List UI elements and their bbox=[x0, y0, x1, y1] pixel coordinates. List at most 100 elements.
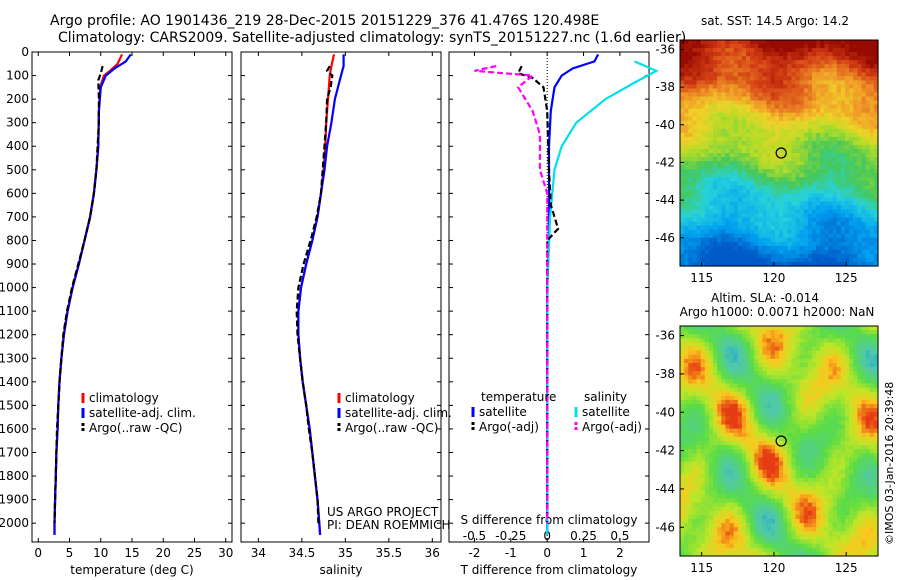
sst_map-cell bbox=[873, 52, 879, 57]
sla_map-cell bbox=[750, 354, 755, 360]
sst_map-cell bbox=[688, 233, 693, 239]
sla_map-cell bbox=[684, 473, 689, 479]
sla_map-cell bbox=[741, 469, 747, 475]
sst_map-cell bbox=[746, 177, 751, 182]
sla_map-cell bbox=[791, 502, 797, 508]
sst_map-cell bbox=[680, 92, 685, 98]
sla_map-cell bbox=[828, 358, 834, 364]
sst_map-cell bbox=[741, 225, 747, 231]
sst_map-cell bbox=[696, 52, 702, 57]
sla_map-cell bbox=[799, 334, 805, 339]
sla_map-cell bbox=[688, 502, 693, 508]
sst_map-cell bbox=[708, 100, 714, 106]
sla_map-cell bbox=[779, 441, 784, 446]
sst_map-cell bbox=[758, 161, 764, 166]
sst_map-cell bbox=[873, 144, 879, 150]
sst_map-cell bbox=[708, 245, 714, 251]
sst_map-cell bbox=[787, 144, 792, 150]
sst_map-cell bbox=[704, 100, 710, 106]
sst_map-cell bbox=[750, 205, 755, 211]
sla_map-cell bbox=[828, 326, 834, 331]
sla_map-cell bbox=[762, 424, 768, 430]
sst_map-cell bbox=[696, 153, 702, 158]
sst_map-cell bbox=[865, 261, 871, 267]
sla_map-cell bbox=[746, 482, 751, 487]
sst_map-cell bbox=[824, 177, 830, 182]
sst_map-cell bbox=[733, 185, 739, 190]
sst_map-cell bbox=[717, 257, 722, 263]
sst_map-cell bbox=[795, 116, 801, 122]
sst_map-cell bbox=[746, 120, 751, 126]
sla_map-cell bbox=[692, 399, 698, 405]
sst_map-cell bbox=[704, 144, 710, 150]
sst_map-cell bbox=[696, 261, 702, 267]
sst_map-cell bbox=[873, 80, 879, 85]
sst_map-cell bbox=[700, 233, 706, 239]
sst_map-cell bbox=[812, 221, 817, 227]
sla_map-cell bbox=[750, 453, 755, 459]
sst_map-cell bbox=[779, 56, 784, 61]
sst_map-cell bbox=[770, 153, 776, 158]
sst_map-cell bbox=[721, 157, 726, 162]
sla_map-cell bbox=[836, 469, 842, 475]
sst_map-cell bbox=[853, 64, 858, 69]
sla_map-cell bbox=[708, 412, 714, 417]
sst_map-cell bbox=[680, 193, 685, 198]
sst_map-cell bbox=[816, 213, 821, 219]
sla_map-cell bbox=[729, 514, 735, 520]
sla_map-cell bbox=[741, 412, 747, 417]
sst_map-cell bbox=[713, 120, 718, 126]
sst_map-cell bbox=[717, 165, 722, 170]
sla_map-cell bbox=[766, 404, 772, 409]
sst_map-cell bbox=[741, 120, 747, 126]
sla_map-cell bbox=[783, 342, 788, 348]
sla_map-cell bbox=[873, 436, 879, 442]
sst_map-cell bbox=[774, 173, 780, 178]
sla_map-cell bbox=[869, 465, 875, 471]
sst_map-cell bbox=[803, 193, 809, 198]
sst_map-cell bbox=[845, 80, 850, 85]
sla_map-cell bbox=[824, 510, 830, 516]
sla_map-cell bbox=[791, 342, 797, 348]
sla_map-cell bbox=[704, 477, 710, 483]
sla_map-cell bbox=[746, 502, 751, 508]
sla_map-cell bbox=[836, 477, 842, 483]
sla_map-cell bbox=[865, 490, 871, 495]
sst_map-cell bbox=[713, 261, 718, 267]
sst_map-cell bbox=[865, 233, 871, 239]
sst_map-cell bbox=[873, 92, 879, 98]
sla_map-cell bbox=[684, 338, 689, 344]
sla_map-cell bbox=[729, 330, 735, 335]
sst_map-cell bbox=[692, 116, 698, 122]
sst_map-cell bbox=[783, 68, 788, 73]
sla_map-cell bbox=[725, 441, 731, 446]
sst_map-cell bbox=[762, 48, 768, 53]
sst_map-cell bbox=[750, 253, 755, 259]
sla_map-cell bbox=[803, 330, 809, 335]
sst_map-cell bbox=[779, 209, 784, 215]
sst_map-cell bbox=[733, 241, 739, 247]
sst_map-cell bbox=[857, 44, 863, 49]
sst_map-cell bbox=[750, 40, 755, 45]
sla_map-cell bbox=[766, 399, 772, 405]
sla_map-cell bbox=[733, 436, 739, 442]
sla_map-cell bbox=[873, 441, 879, 446]
sst_map-cell bbox=[840, 245, 846, 251]
sla_map-cell bbox=[873, 461, 879, 467]
sst_map-cell bbox=[708, 44, 714, 49]
sst_map-cell bbox=[873, 140, 879, 146]
sla_map-cell bbox=[861, 334, 867, 339]
sst_map-cell bbox=[799, 40, 805, 45]
sla_map-cell bbox=[758, 334, 764, 339]
sst_map-cell bbox=[840, 181, 846, 186]
sla_map-cell bbox=[853, 375, 858, 380]
sst_map-cell bbox=[791, 185, 797, 190]
sst_map-cell bbox=[708, 124, 714, 130]
sst_map-cell bbox=[684, 124, 689, 130]
sst_map-cell bbox=[692, 209, 698, 215]
sst_map-cell bbox=[750, 116, 755, 122]
sla_map-cell bbox=[824, 334, 830, 339]
sla_map-cell bbox=[774, 326, 780, 331]
sla_map-cell bbox=[700, 445, 706, 450]
sla_map-cell bbox=[816, 469, 821, 475]
